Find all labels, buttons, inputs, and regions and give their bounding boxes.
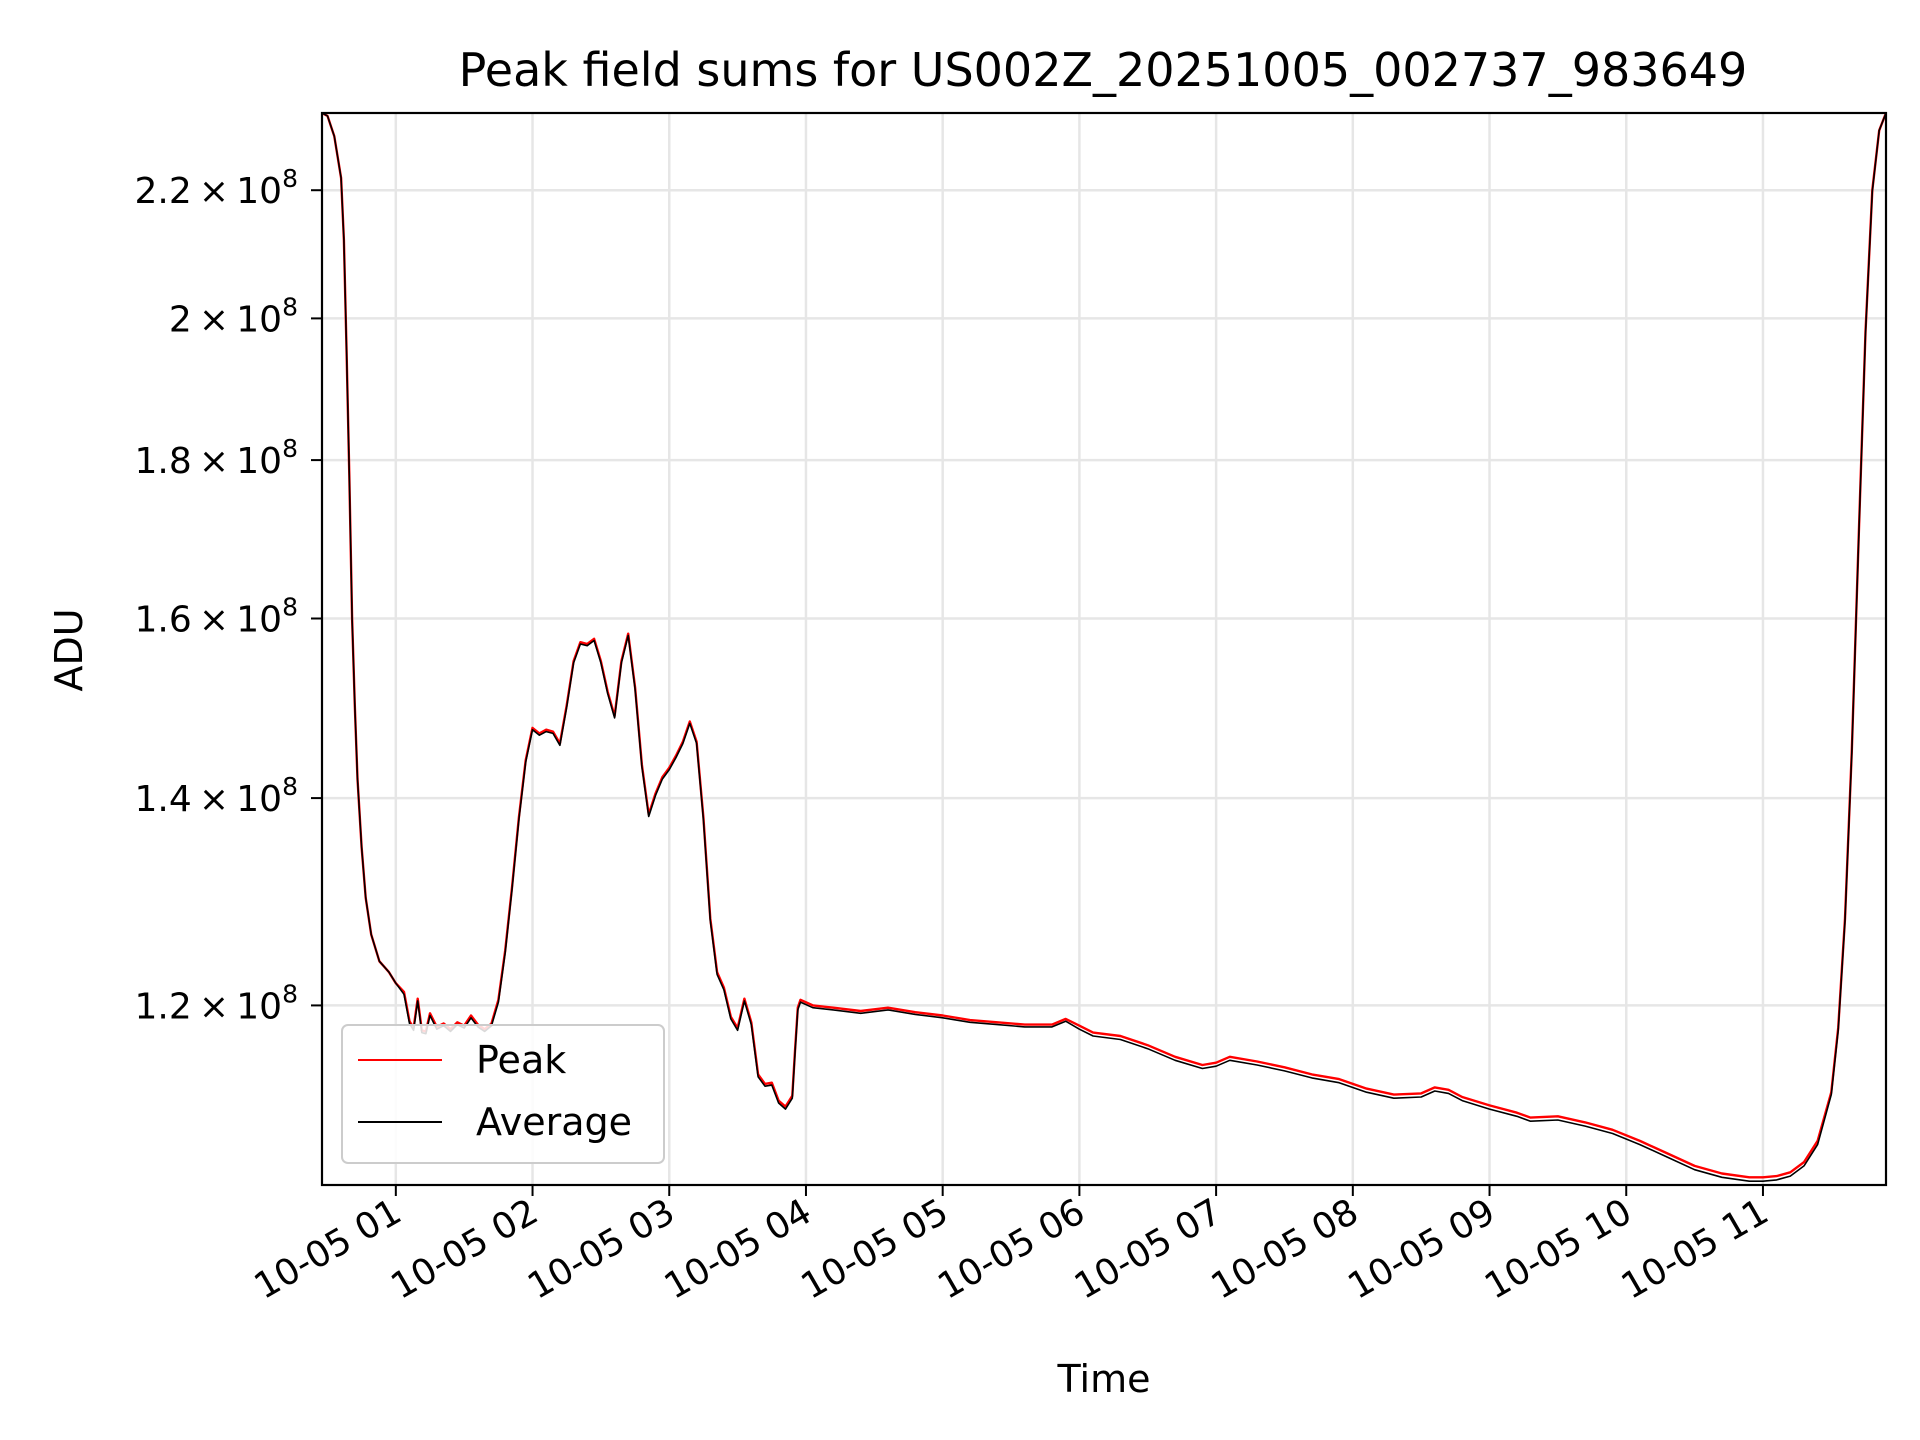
- legend-label-average: Average: [476, 1100, 632, 1144]
- grid: [322, 113, 1886, 1185]
- series-layer: [322, 113, 1886, 1182]
- legend: Peak Average: [341, 1024, 665, 1164]
- y-axis: 1.2 × 108 1.4 × 108 1.6 × 108 1.8 × 108 2 × …: [134, 164, 322, 1027]
- y-tick-label: 1.2 × 108: [134, 979, 298, 1027]
- y-axis-label: ADU: [47, 608, 91, 691]
- x-axis-label: Time: [1057, 1357, 1151, 1401]
- y-tick-label: 1.8 × 108: [134, 434, 298, 482]
- chart-title: Peak field sums for US002Z_20251005_0027…: [459, 43, 1748, 97]
- y-tick-label: 2 × 108: [169, 292, 298, 340]
- legend-label-peak: Peak: [476, 1038, 566, 1082]
- y-tick-label: 1.4 × 108: [134, 772, 298, 820]
- y-tick-label: 2.2 × 108: [134, 164, 298, 212]
- series-line-average: [322, 113, 1886, 1182]
- y-tick-label: 1.6 × 108: [134, 593, 298, 641]
- plot-frame: [320, 111, 1888, 1187]
